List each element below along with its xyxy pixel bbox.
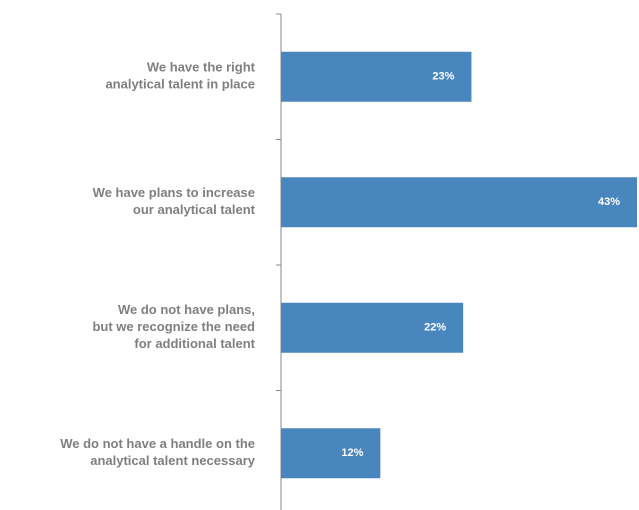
bar (281, 51, 472, 102)
bar (281, 302, 464, 353)
category-label: We do not have plans, but we recognize th… (92, 302, 255, 351)
bar (281, 177, 638, 228)
category-label: We have plans to increase our analytical … (93, 185, 256, 217)
bar (281, 428, 381, 479)
category-label: We do not have a handle on the analytical… (60, 436, 256, 468)
category-label: We have the right analytical talent in pl… (105, 60, 255, 92)
value-label: 12% (341, 447, 363, 459)
value-label: 22% (424, 322, 446, 334)
value-label: 23% (432, 71, 454, 83)
value-label: 43% (598, 196, 620, 208)
